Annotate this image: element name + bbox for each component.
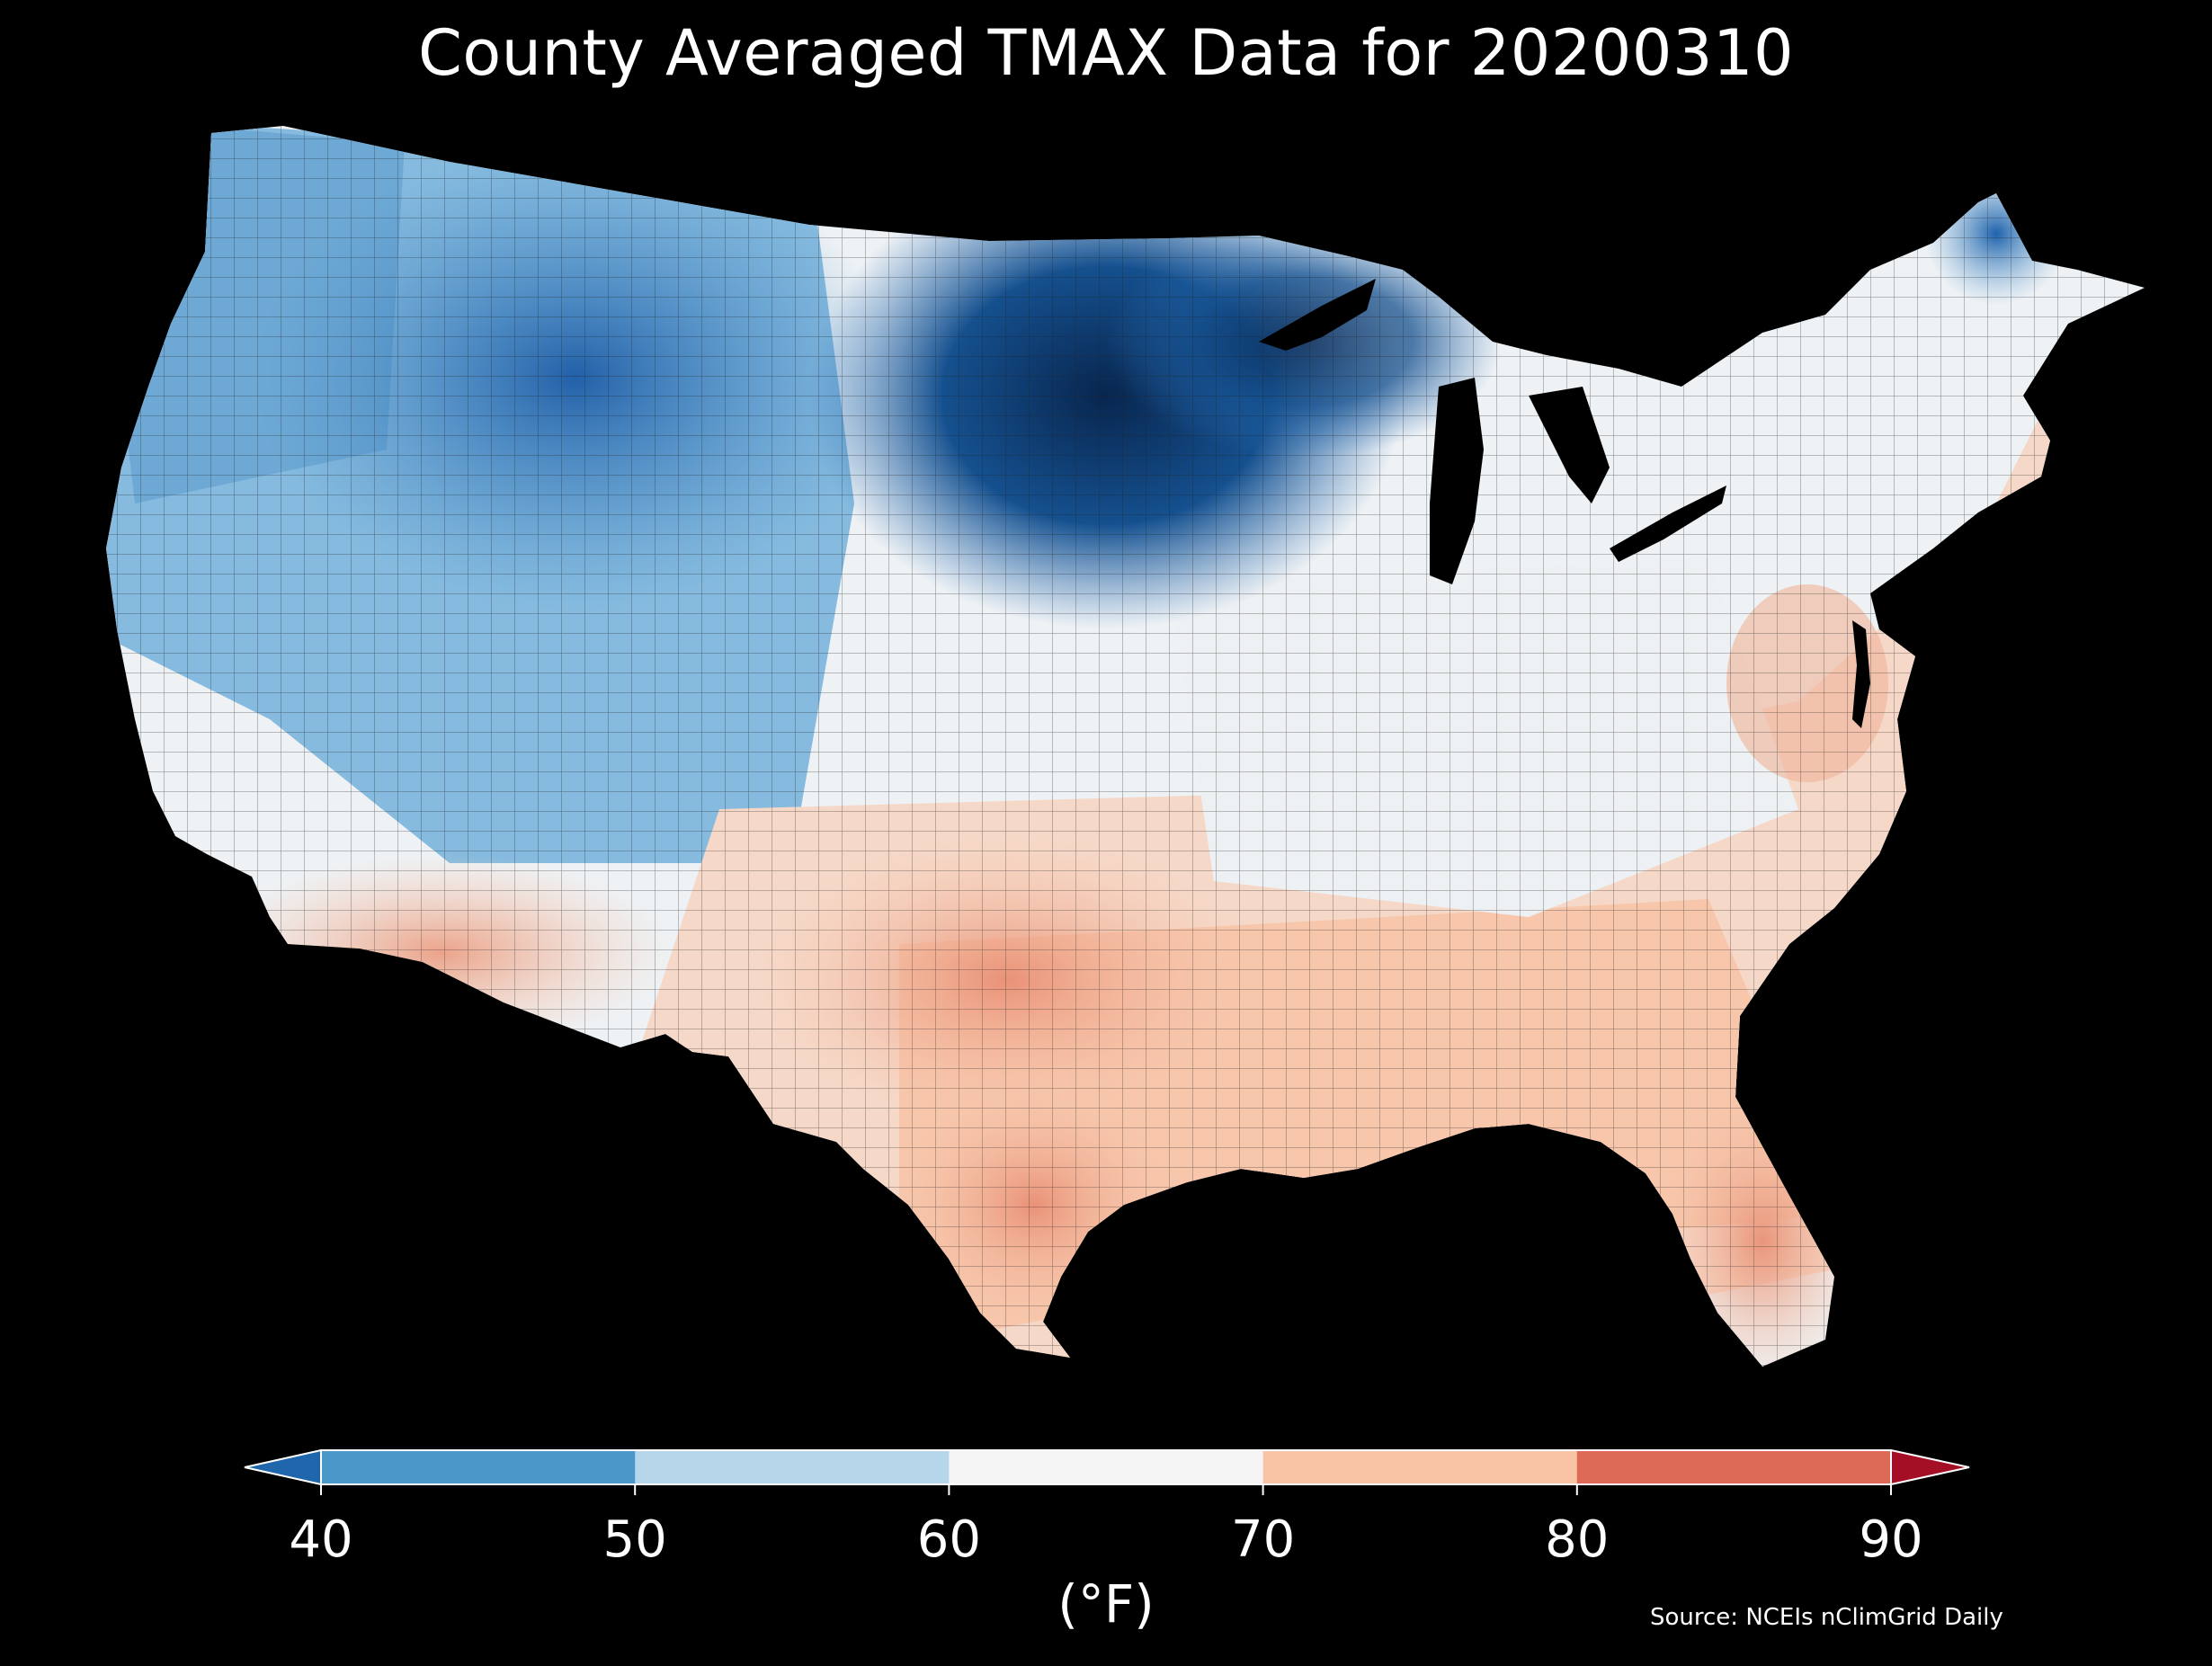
chesapeake-bay (1852, 620, 1870, 728)
colorbar-bin-40-50 (321, 1450, 636, 1484)
colorbar-extend-low (244, 1448, 322, 1486)
lake-erie (1610, 486, 1726, 562)
colorbar-tick-label: 40 (289, 1510, 353, 1569)
colorbar-tick-label: 90 (1859, 1510, 1923, 1569)
colorbar-bin-80-90 (1576, 1450, 1892, 1484)
map-title: County Averaged TMAX Data for 20200310 (417, 16, 1795, 90)
colorbar-extend-high (1890, 1448, 1970, 1486)
lake-huron (1529, 387, 1610, 503)
colorbar-bin-50-60 (635, 1450, 950, 1484)
colorbar-tick-label: 80 (1545, 1510, 1610, 1569)
colorbar-units-label: (°F) (1057, 1573, 1155, 1635)
colorbar-tick-label: 70 (1230, 1510, 1296, 1569)
colorbar-tick-label: 50 (602, 1510, 667, 1569)
colorbar (244, 1448, 1970, 1495)
source-credit: Source: NCEIs nClimGrid Daily (1650, 1604, 2003, 1631)
lake-michigan (1430, 378, 1484, 584)
colorbar-tick-label: 60 (916, 1510, 982, 1569)
colorbar-bin-60-70 (949, 1450, 1264, 1484)
lake-superior (1259, 279, 1376, 351)
colorbar-bin-70-80 (1262, 1450, 1578, 1484)
